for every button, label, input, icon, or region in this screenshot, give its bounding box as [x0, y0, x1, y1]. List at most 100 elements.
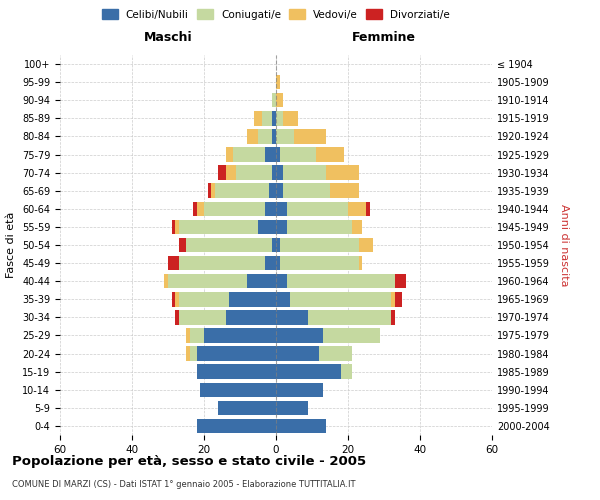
Bar [197, 202, 204, 216]
Bar [193, 202, 197, 216]
Bar [258, 129, 272, 144]
Bar [172, 220, 175, 234]
Bar [204, 202, 265, 216]
Bar [190, 346, 197, 361]
Bar [186, 328, 190, 342]
Bar [395, 274, 406, 288]
Bar [172, 292, 175, 306]
Bar [341, 364, 352, 379]
Bar [319, 346, 352, 361]
Bar [276, 75, 280, 90]
Legend: Celibi/Nubili, Coniugati/e, Vedovi/e, Divorziati/e: Celibi/Nubili, Coniugati/e, Vedovi/e, Di… [98, 5, 454, 24]
Bar [258, 220, 276, 234]
Bar [179, 292, 229, 306]
Bar [197, 418, 276, 433]
Bar [168, 256, 179, 270]
Text: COMUNE DI MARZI (CS) - Dati ISTAT 1° gennaio 2005 - Elaborazione TUTTITALIA.IT: COMUNE DI MARZI (CS) - Dati ISTAT 1° gen… [12, 480, 355, 489]
Bar [233, 148, 265, 162]
Bar [179, 310, 226, 324]
Bar [276, 220, 287, 234]
Bar [276, 256, 280, 270]
Bar [164, 274, 168, 288]
Bar [186, 238, 272, 252]
Bar [276, 202, 287, 216]
Text: Popolazione per età, sesso e stato civile - 2005: Popolazione per età, sesso e stato civil… [12, 455, 366, 468]
Bar [226, 148, 233, 162]
Bar [366, 202, 370, 216]
Bar [391, 292, 395, 306]
Bar [276, 418, 326, 433]
Bar [359, 238, 373, 252]
Bar [229, 292, 276, 306]
Bar [352, 220, 362, 234]
Bar [276, 166, 283, 180]
Bar [391, 310, 395, 324]
Bar [283, 184, 330, 198]
Bar [175, 292, 179, 306]
Bar [283, 166, 326, 180]
Bar [276, 238, 280, 252]
Bar [276, 400, 308, 415]
Bar [262, 111, 272, 126]
Bar [395, 292, 402, 306]
Bar [200, 382, 276, 397]
Bar [276, 111, 283, 126]
Bar [190, 328, 204, 342]
Bar [276, 93, 283, 108]
Y-axis label: Fasce di età: Fasce di età [7, 212, 16, 278]
Bar [179, 256, 265, 270]
Bar [287, 274, 395, 288]
Bar [247, 129, 258, 144]
Text: Maschi: Maschi [143, 31, 193, 44]
Bar [254, 111, 262, 126]
Bar [265, 202, 276, 216]
Bar [208, 184, 211, 198]
Bar [269, 184, 276, 198]
Bar [287, 202, 348, 216]
Bar [175, 310, 179, 324]
Bar [197, 364, 276, 379]
Bar [316, 148, 344, 162]
Bar [359, 256, 362, 270]
Bar [204, 328, 276, 342]
Bar [218, 400, 276, 415]
Bar [265, 148, 276, 162]
Bar [276, 274, 287, 288]
Bar [226, 310, 276, 324]
Bar [272, 166, 276, 180]
Bar [179, 238, 186, 252]
Bar [276, 129, 294, 144]
Bar [265, 256, 276, 270]
Y-axis label: Anni di nascita: Anni di nascita [559, 204, 569, 286]
Bar [226, 166, 236, 180]
Bar [211, 184, 215, 198]
Bar [236, 166, 272, 180]
Bar [218, 166, 226, 180]
Bar [276, 382, 323, 397]
Bar [283, 111, 298, 126]
Bar [197, 346, 276, 361]
Bar [323, 328, 380, 342]
Bar [276, 328, 323, 342]
Bar [287, 220, 352, 234]
Bar [330, 184, 359, 198]
Bar [168, 274, 247, 288]
Bar [276, 292, 290, 306]
Bar [179, 220, 258, 234]
Bar [276, 310, 308, 324]
Bar [272, 129, 276, 144]
Bar [276, 184, 283, 198]
Bar [308, 310, 391, 324]
Bar [272, 111, 276, 126]
Bar [294, 129, 326, 144]
Bar [276, 346, 319, 361]
Bar [276, 364, 341, 379]
Bar [272, 93, 276, 108]
Bar [280, 238, 359, 252]
Bar [186, 346, 190, 361]
Bar [272, 238, 276, 252]
Bar [280, 148, 316, 162]
Bar [247, 274, 276, 288]
Bar [326, 166, 359, 180]
Bar [290, 292, 391, 306]
